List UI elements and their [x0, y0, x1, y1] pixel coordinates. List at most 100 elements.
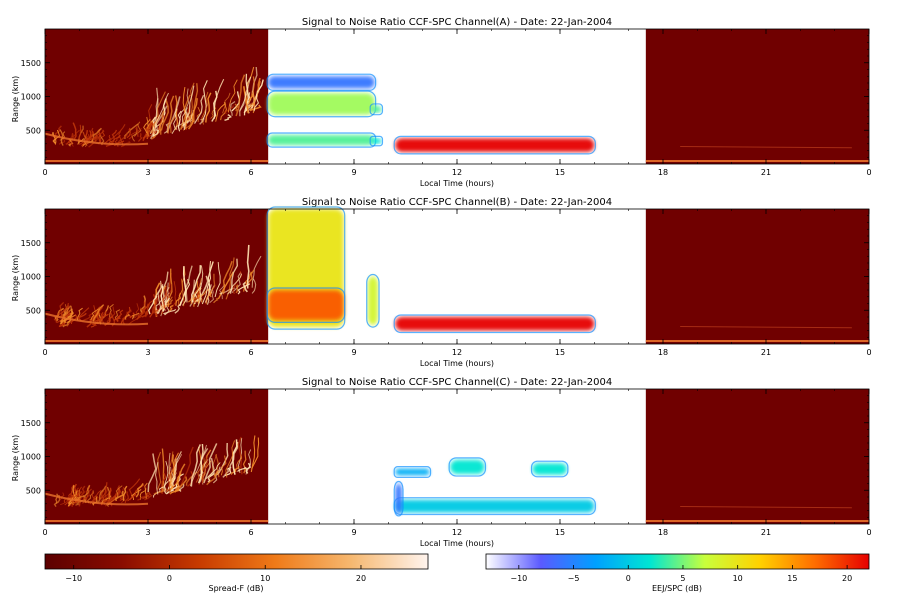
- panel-a-eej-halo: [369, 103, 384, 116]
- panel-a-eej-halo: [369, 135, 384, 147]
- panel-a-xtick-label: 6: [248, 168, 253, 177]
- panel-b-eej-halo: [393, 314, 596, 334]
- panel-b-xtick-label: 3: [145, 348, 150, 357]
- colorbar-eej-ticks-label: −5: [568, 574, 580, 583]
- panel-b-xtick-label: 12: [452, 348, 462, 357]
- panel-a-spreadf-panel: [645, 29, 869, 164]
- panel-a-xtick-label: 18: [658, 168, 668, 177]
- panel-b-ylabel: Range (km): [11, 255, 20, 302]
- panel-a-eej-region: [395, 138, 595, 152]
- colorbar-spreadf-ticks: −10 0 10 20: [65, 565, 366, 583]
- colorbar-spreadf-label: Spread-F (dB): [208, 584, 263, 593]
- panel-c-eej-halo: [448, 457, 487, 477]
- panel-b-xtick-label: 21: [761, 348, 771, 357]
- panel-b-xtick-label: 6: [248, 348, 253, 357]
- panel-c-eej-halo: [393, 480, 404, 517]
- colorbar-eej-ticks-label: 15: [787, 574, 797, 583]
- panel-c-eej-halo: [393, 466, 432, 478]
- panel-b-eej-halo: [266, 206, 346, 330]
- panel-a-ytick-label: 1000: [21, 93, 41, 102]
- panel-a-eej-region: [268, 93, 375, 115]
- panel-a-xlabel: Local Time (hours): [420, 179, 494, 188]
- panel-b-ytick-label: 500: [26, 306, 41, 315]
- panel-a-xtick-label: 12: [452, 168, 462, 177]
- colorbar-eej-ticks: −10 −5 0 5 10 15 20: [510, 565, 852, 583]
- panel-b-xtick-label: 0: [866, 348, 871, 357]
- colorbar-spreadf-ticks-label: 0: [167, 574, 172, 583]
- panel-a-ylabel: Range (km): [11, 76, 20, 123]
- panel-c-eej-region: [395, 468, 430, 476]
- colorbar-spreadf-ticks-label: 20: [356, 574, 366, 583]
- panel-b-eej-halo: [266, 287, 346, 323]
- panel-c-xlabel: Local Time (hours): [420, 539, 494, 548]
- panel-c-xtick-label: 0: [42, 528, 47, 537]
- panel-c-eej-region: [395, 499, 595, 513]
- panel-b-eej-halo: [366, 273, 380, 328]
- panel-b-xtick-label: 9: [351, 348, 356, 357]
- panel-a-eej-region: [371, 105, 382, 113]
- panel-a-ytick-label: 500: [26, 126, 41, 135]
- panel-a-eej-halo: [266, 73, 377, 91]
- panel-c-spreadf-band: [45, 520, 269, 522]
- colorbar-spreadf: −10 0 10 20 Spread-F (dB): [44, 553, 429, 593]
- panel-c-xtick-label: 9: [351, 528, 356, 537]
- panel-b: Signal to Noise Ratio CCF-SPC Channel(B)…: [11, 197, 872, 368]
- panel-a-xtick-label: 15: [555, 168, 565, 177]
- panel-a-xtick-label: 3: [145, 168, 150, 177]
- panel-a-spreadf-structure: [44, 66, 264, 148]
- panel-a: Signal to Noise Ratio CCF-SPC Channel(A)…: [11, 17, 872, 188]
- panel-b-spreadf-band: [645, 340, 869, 342]
- panel-a-ytick-label: 1500: [21, 59, 41, 68]
- colorbar-eej-ticks-label: 5: [680, 574, 685, 583]
- panel-c-spreadf-structure: [44, 435, 260, 508]
- panel-b-plot: 0 3 6 9 12 15 18 21 0 500 1000 1500: [21, 206, 872, 357]
- panel-c-ylabel: Range (km): [11, 435, 20, 482]
- panel-c-spreadf-panel: [645, 389, 869, 524]
- panel-c-xtick-label: 3: [145, 528, 150, 537]
- panel-a-plot: 0 3 6 9 12 15 18 21 0 500 1000 1500: [21, 28, 872, 177]
- panel-b-spreadf-panel: [45, 209, 269, 344]
- panel-c-eej-region: [450, 459, 485, 475]
- panel-c-xtick-label: 0: [866, 528, 871, 537]
- panel-a-xtick-label: 21: [761, 168, 771, 177]
- colorbar-eej-label: EEJ/SPC (dB): [652, 584, 702, 593]
- panel-a-eej-halo: [393, 135, 596, 155]
- panel-b-spreadf-structure: [44, 244, 262, 328]
- panel-b-eej-region: [395, 317, 595, 331]
- panel-c-xtick-label: 15: [555, 528, 565, 537]
- panel-a-xtick-label: 0: [42, 168, 47, 177]
- panel-a-xtick-label: 0: [866, 168, 871, 177]
- panel-a-xtick-label: 9: [351, 168, 356, 177]
- panel-b-spreadf-band: [45, 340, 269, 342]
- colorbar-eej-ticks-label: 20: [842, 574, 852, 583]
- panel-c-title: Signal to Noise Ratio CCF-SPC Channel(C)…: [302, 377, 612, 388]
- panel-c-spreadf-band: [645, 520, 869, 522]
- panel-c-xtick-label: 6: [248, 528, 253, 537]
- colorbar-eej: −10 −5 0 5 10 15 20 EEJ/SPC (dB): [485, 553, 870, 593]
- colorbar-eej-ticks-label: 10: [733, 574, 743, 583]
- colorbar-eej-ticks-label: 0: [626, 574, 631, 583]
- panel-b-ytick-label: 1500: [21, 239, 41, 248]
- panel-b-ytick-label: 1000: [21, 273, 41, 282]
- panel-a-spreadf-band: [45, 160, 269, 162]
- colorbar-eej-bar: [485, 553, 870, 570]
- panel-b-title: Signal to Noise Ratio CCF-SPC Channel(B)…: [302, 197, 612, 208]
- panel-c-plot: 0 3 6 9 12 15 18 21 0 500 1000 1500: [21, 388, 872, 537]
- panel-b-xtick-label: 18: [658, 348, 668, 357]
- panel-c-eej-region: [395, 483, 403, 514]
- panel-c-eej-halo: [530, 460, 569, 478]
- panel-b-xtick-label: 15: [555, 348, 565, 357]
- panel-b-xtick-label: 0: [42, 348, 47, 357]
- colorbar-spreadf-ticks-label: 10: [260, 574, 270, 583]
- panel-c-ytick-label: 1000: [21, 453, 41, 462]
- colorbar-spreadf-bar: [44, 553, 429, 570]
- panel-c-xtick-label: 21: [761, 528, 771, 537]
- panel-c-xtick-label: 18: [658, 528, 668, 537]
- panel-a-eej-region: [268, 76, 375, 89]
- colorbar-spreadf-ticks-label: −10: [65, 574, 82, 583]
- panel-b-spreadf-panel: [645, 209, 869, 344]
- panel-c-xtick-label: 12: [452, 528, 462, 537]
- panel-c: Signal to Noise Ratio CCF-SPC Channel(C)…: [11, 377, 872, 548]
- panel-b-eej-region: [367, 276, 379, 326]
